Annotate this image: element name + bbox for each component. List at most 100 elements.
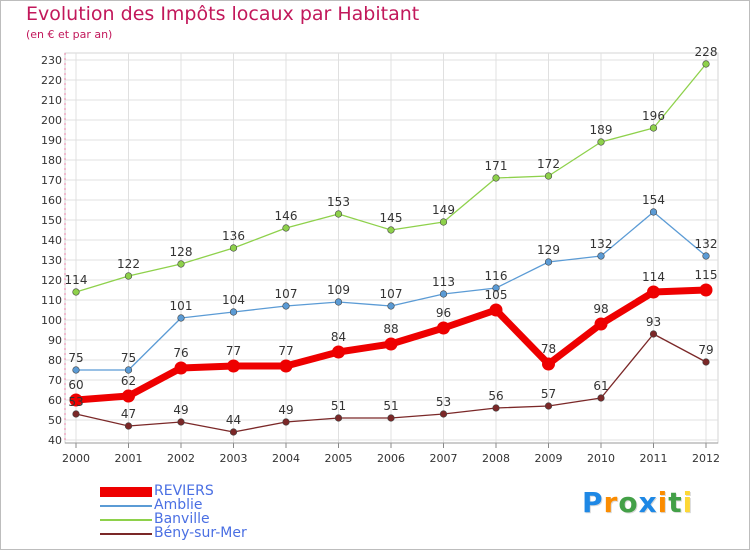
legend-swatch <box>100 533 152 535</box>
y-tick-label: 160 <box>41 194 62 207</box>
data-label: 149 <box>432 203 455 217</box>
y-tick-label: 220 <box>41 74 62 87</box>
x-tick-label: 2000 <box>62 452 90 465</box>
y-tick-label: 140 <box>41 234 62 247</box>
y-tick-label: 110 <box>41 294 62 307</box>
data-label: 53 <box>436 395 451 409</box>
y-tick-label: 190 <box>41 134 62 147</box>
x-tick-label: 2012 <box>692 452 720 465</box>
y-tick-label: 210 <box>41 94 62 107</box>
logo-letter: r <box>603 486 619 519</box>
data-point <box>72 410 80 418</box>
legend-label: REVIERS <box>154 483 214 499</box>
legend-label: Amblie <box>154 497 203 513</box>
x-tick-label: 2006 <box>377 452 405 465</box>
data-point <box>489 303 503 317</box>
data-label: 189 <box>590 123 613 137</box>
data-label: 77 <box>278 344 293 358</box>
data-label: 129 <box>537 243 560 257</box>
data-point <box>387 302 395 310</box>
data-point <box>597 138 605 146</box>
data-point <box>542 357 555 371</box>
data-label: 98 <box>593 302 608 316</box>
data-point <box>437 321 450 335</box>
data-label: 105 <box>485 288 508 302</box>
data-label: 88 <box>383 322 398 336</box>
data-point <box>544 402 553 410</box>
chart-legend: REVIERS Amblie Banville Bény-sur-Mer <box>100 483 340 541</box>
data-point <box>594 317 608 331</box>
y-tick-label: 80 <box>48 354 62 367</box>
logo-letter: x <box>638 486 658 519</box>
x-tick-label: 2010 <box>587 452 615 465</box>
legend-label: Banville <box>154 511 210 527</box>
data-label: 62 <box>121 374 136 388</box>
data-label: 228 <box>695 45 718 59</box>
y-tick-label: 170 <box>41 174 62 187</box>
data-label: 114 <box>65 273 88 287</box>
data-point <box>229 308 238 316</box>
data-label: 107 <box>275 287 298 301</box>
data-label: 84 <box>331 330 346 344</box>
x-tick-label: 2002 <box>167 452 195 465</box>
data-label: 75 <box>121 351 136 365</box>
line-chart: 40 50 60 70 80 90 100 110 120 130 140 150 160 170 180 1… <box>41 45 720 465</box>
data-label: 146 <box>275 209 298 223</box>
data-point <box>544 258 553 266</box>
data-label: 44 <box>226 413 241 427</box>
legend-swatch <box>100 505 152 507</box>
data-label: 122 <box>117 257 140 271</box>
y-tick-label: 70 <box>48 374 62 387</box>
data-label: 51 <box>331 399 346 413</box>
logo-letter: P <box>582 486 604 519</box>
data-label: 172 <box>537 157 560 171</box>
y-tick-label: 60 <box>48 394 62 407</box>
data-point <box>492 284 500 292</box>
data-point <box>334 298 343 306</box>
data-point <box>702 358 710 366</box>
data-label: 51 <box>383 399 398 413</box>
data-point <box>177 314 185 322</box>
x-tick-label: 2003 <box>220 452 248 465</box>
data-point <box>227 359 240 373</box>
y-tick-label: 40 <box>48 434 62 447</box>
y-tick-label: 50 <box>48 414 62 427</box>
data-point <box>702 60 710 68</box>
data-point <box>174 361 188 375</box>
y-tick-label: 90 <box>48 334 62 347</box>
logo-letter: t <box>668 486 683 519</box>
x-tick-label: 2008 <box>482 452 510 465</box>
data-point <box>544 172 553 180</box>
data-label: 145 <box>380 211 403 225</box>
data-point <box>492 174 500 182</box>
data-point <box>597 394 605 402</box>
data-label: 132 <box>695 237 718 251</box>
data-label: 61 <box>593 379 608 393</box>
data-point <box>122 389 135 403</box>
x-tick-label: 2007 <box>430 452 458 465</box>
data-point <box>124 366 133 374</box>
legend-label: Bény-sur-Mer <box>154 525 247 541</box>
logo-letter: i <box>657 486 669 519</box>
x-tick-label: 2009 <box>535 452 563 465</box>
data-point <box>649 330 658 338</box>
legend-swatch <box>100 519 152 521</box>
logo-letter: i <box>682 486 694 519</box>
data-label: 96 <box>436 306 451 320</box>
data-label: 49 <box>173 403 188 417</box>
y-tick-label: 100 <box>41 314 62 327</box>
data-point <box>334 210 343 218</box>
chart-subtitle: (en € et par an) <box>26 28 113 41</box>
data-label: 47 <box>121 407 136 421</box>
data-point <box>439 410 448 418</box>
data-label: 196 <box>642 109 665 123</box>
logo-letter: o <box>618 486 639 519</box>
data-label: 132 <box>590 237 613 251</box>
y-tick-label: 230 <box>41 54 62 67</box>
data-point <box>384 337 398 351</box>
legend-item-reviers: REVIERS <box>100 483 340 499</box>
data-point <box>229 428 238 436</box>
data-label: 109 <box>327 283 350 297</box>
y-tick-label: 180 <box>41 154 62 167</box>
data-label: 49 <box>278 403 293 417</box>
